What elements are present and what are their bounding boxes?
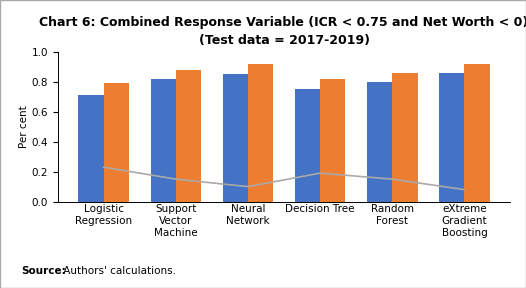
- Bar: [295, 89, 320, 202]
- Title: Chart 6: Combined Response Variable (ICR < 0.75 and Net Worth < 0)
(Test data = : Chart 6: Combined Response Variable (ICR…: [39, 16, 526, 46]
- Bar: [248, 64, 273, 202]
- Bar: [222, 74, 248, 202]
- Bar: [320, 79, 346, 202]
- Bar: [367, 82, 392, 202]
- Legend: F1 Score, AUC, Brier Score: F1 Score, AUC, Brier Score: [163, 285, 405, 288]
- Text: Source:: Source:: [21, 266, 66, 276]
- Y-axis label: Per cent: Per cent: [19, 105, 29, 148]
- Text: Authors' calculations.: Authors' calculations.: [60, 266, 177, 276]
- Bar: [464, 64, 490, 202]
- Bar: [78, 95, 104, 202]
- Bar: [392, 73, 418, 202]
- Bar: [439, 73, 464, 202]
- Bar: [104, 83, 129, 202]
- Bar: [150, 79, 176, 202]
- Bar: [176, 70, 201, 202]
